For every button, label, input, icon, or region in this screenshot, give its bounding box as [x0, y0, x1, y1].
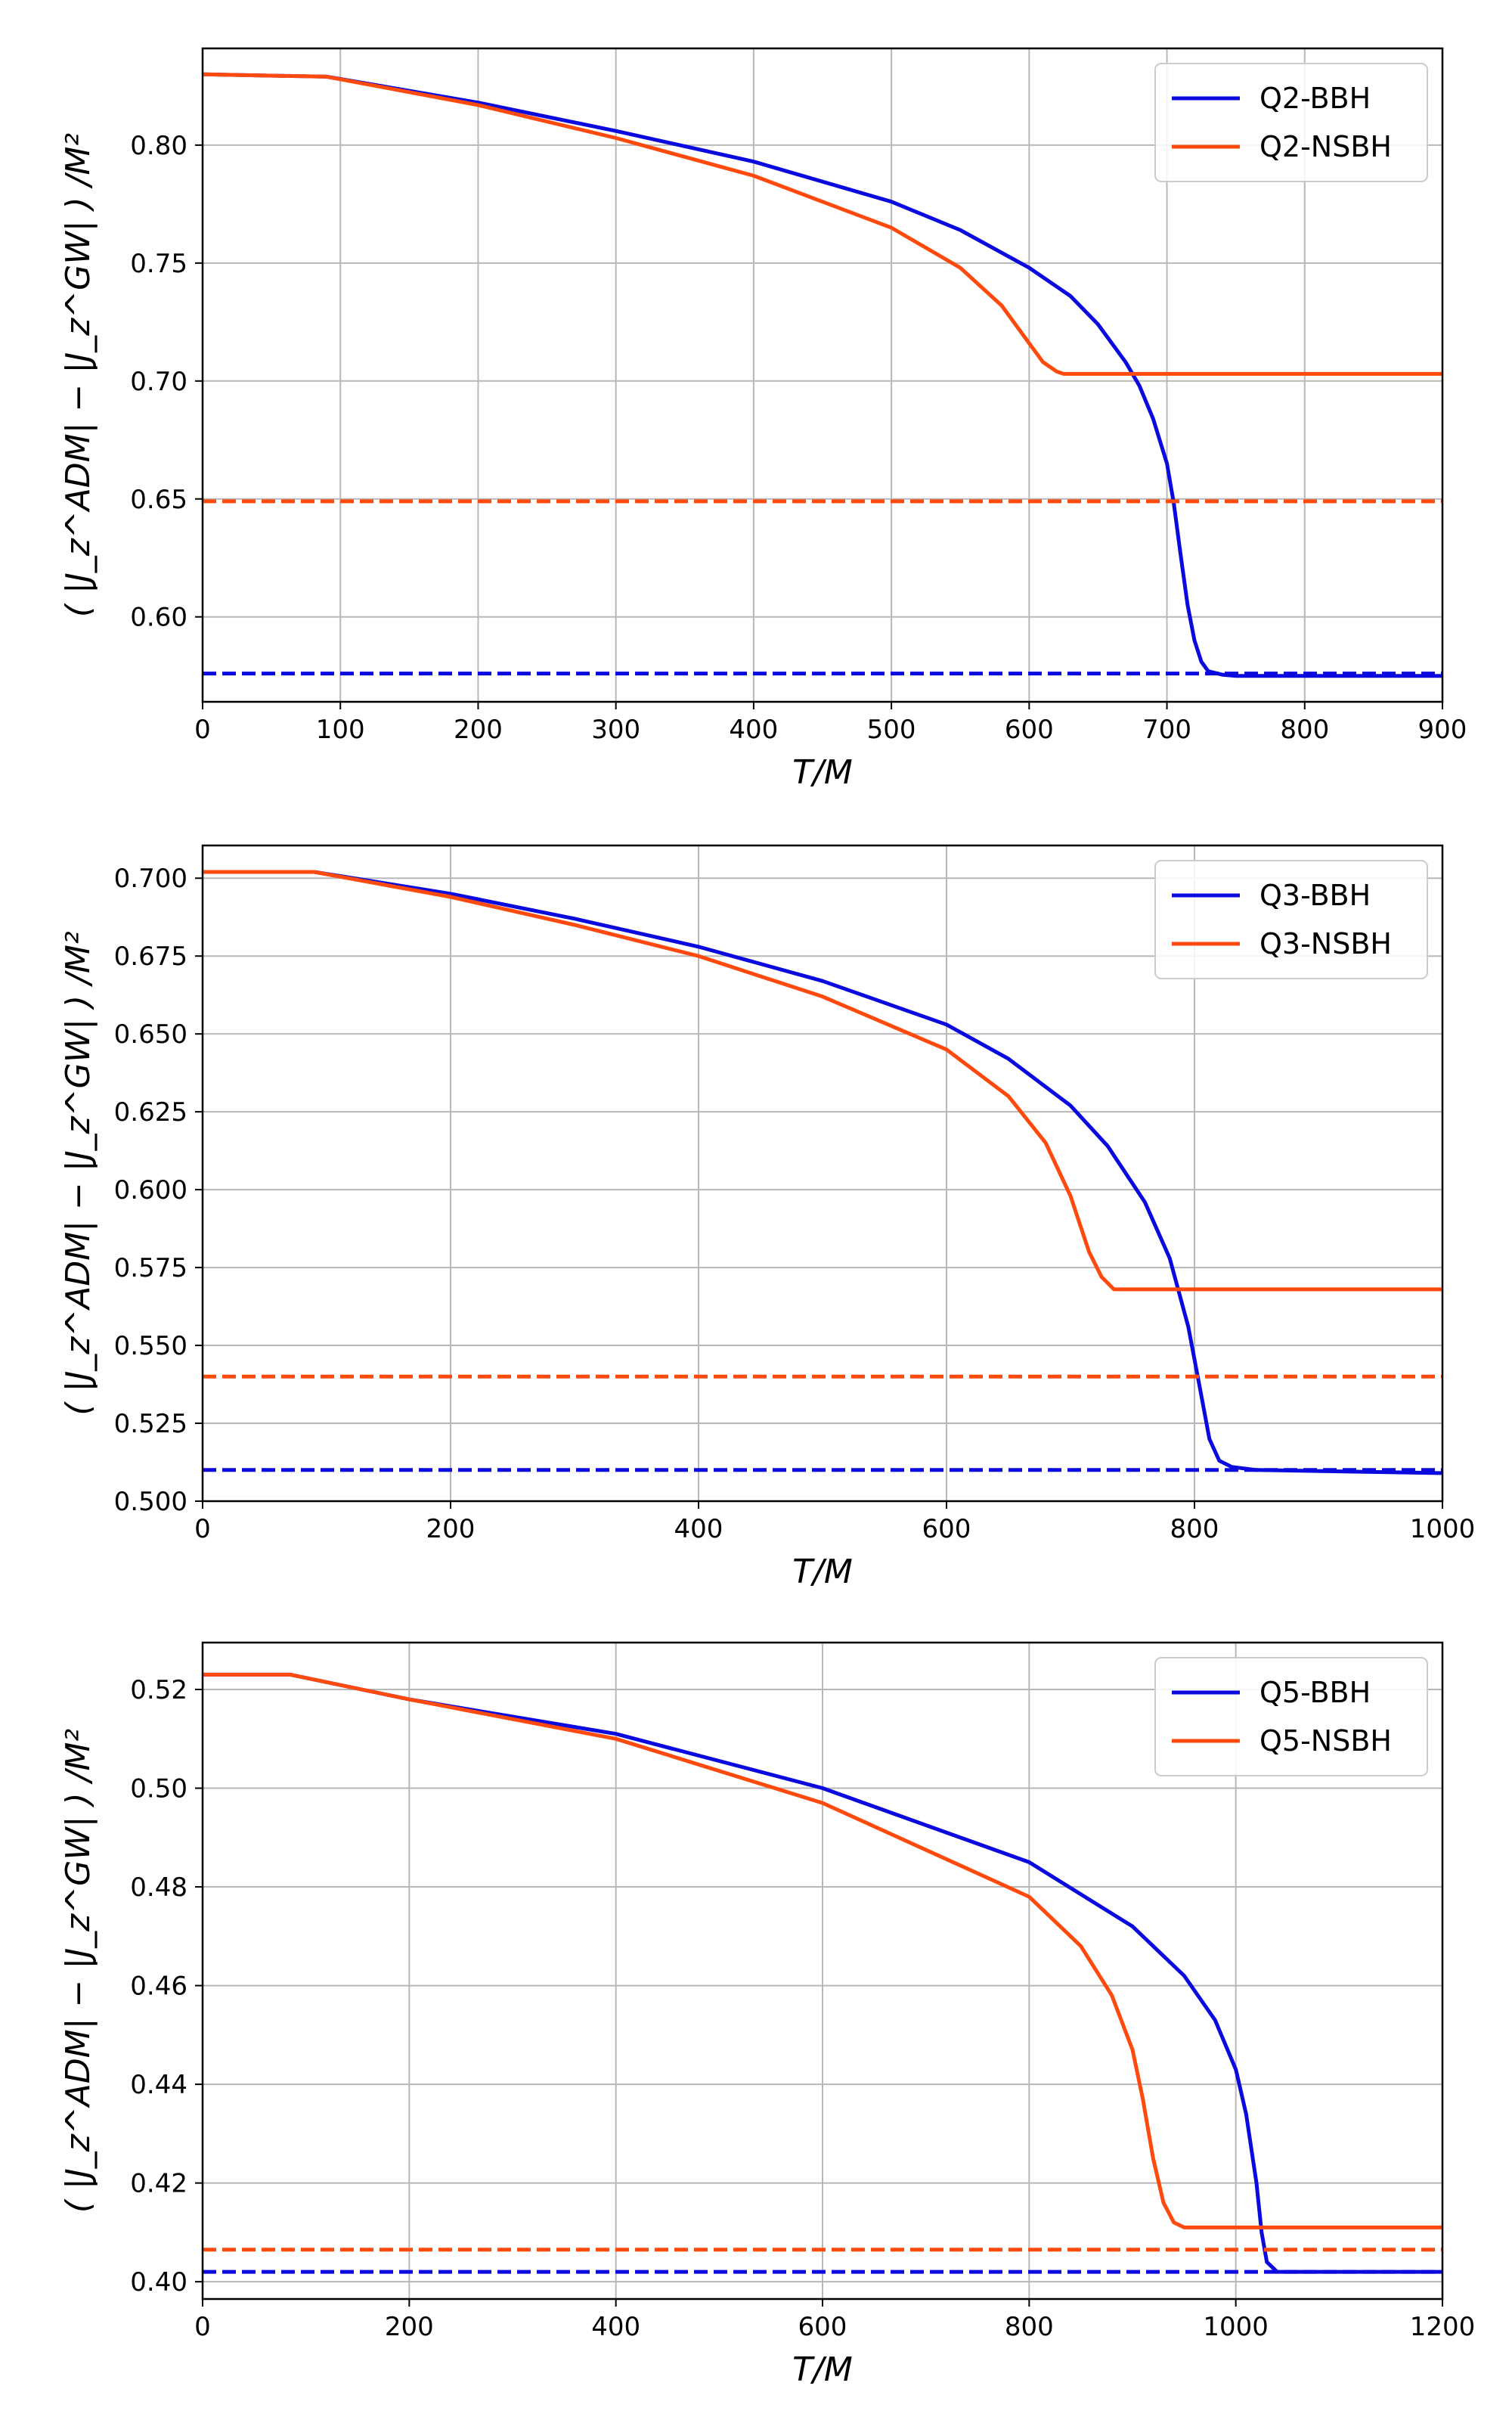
y-tick-label: 0.700: [114, 864, 187, 894]
x-tick-label: 700: [1142, 715, 1191, 745]
x-tick-label: 100: [316, 715, 365, 745]
plot-frame: [201, 47, 1444, 703]
x-tick-label: 200: [454, 715, 503, 745]
y-tick-label: 0.60: [130, 603, 187, 633]
x-tick-label: 400: [674, 1514, 723, 1544]
x-tick-label: 1000: [1203, 2312, 1269, 2342]
legend-label: Q5-NSBH: [1259, 1724, 1392, 1758]
plot-frame: [201, 1641, 1444, 2301]
legend-label: Q5-BBH: [1259, 1676, 1371, 1709]
x-tick-label: 1200: [1410, 2312, 1476, 2342]
y-tick-label: 0.65: [130, 485, 187, 515]
series-q5-bbh: [203, 1672, 1442, 2274]
y-axis-label: ( |J_z^ADM| − |J_z^GW| ) /M²: [59, 931, 98, 1415]
x-tick-label: 200: [426, 1514, 476, 1544]
legend-label: Q3-NSBH: [1259, 927, 1392, 960]
series-q3-bbh: [203, 870, 1442, 1475]
legend-box: [1154, 860, 1428, 979]
series-q3-nsbh: [203, 870, 1442, 1292]
x-tick-label: 300: [591, 715, 640, 745]
series-q2-bbh: [203, 72, 1442, 678]
y-tick-label: 0.46: [130, 1972, 187, 2002]
y-tick-label: 0.50: [130, 1774, 187, 1804]
legend: Q3-BBH Q3-NSBH: [1154, 860, 1428, 979]
legend-label: Q3-BBH: [1259, 879, 1371, 912]
y-tick-label: 0.550: [114, 1331, 187, 1361]
x-tick-label: 200: [385, 2312, 434, 2342]
chart-panel-3: 0 200 400 600 800 1000 1200 0.40 0.42 0.44 0.46 0.4…: [59, 1641, 1476, 2389]
chart-panel-2: 0 200 400 600 800 1000 0.500 0.525 0.550 0.575 0.6…: [59, 844, 1476, 1591]
y-tick-label: 0.650: [114, 1019, 187, 1050]
x-tick-label: 400: [729, 715, 778, 745]
y-tick-label: 0.500: [114, 1487, 187, 1517]
legend-label: Q2-NSBH: [1259, 130, 1392, 163]
legend-box: [1154, 63, 1428, 182]
x-tick-label: 0: [194, 1514, 211, 1544]
x-tick-label: 1000: [1410, 1514, 1476, 1544]
x-tick-label: 0: [194, 715, 211, 745]
y-tick-label: 0.525: [114, 1409, 187, 1439]
y-tick-label: 0.42: [130, 2169, 187, 2199]
x-axis-label: T/M: [792, 1553, 853, 1591]
x-tick-label: 600: [922, 1514, 971, 1544]
y-axis-label: ( |J_z^ADM| − |J_z^GW| ) /M²: [59, 133, 98, 617]
x-tick-label: 800: [1005, 2312, 1054, 2342]
x-tick-label: 800: [1280, 715, 1329, 745]
y-tick-label: 0.575: [114, 1253, 187, 1283]
legend-box: [1154, 1657, 1428, 1776]
x-axis-label: T/M: [792, 753, 853, 792]
x-tick-label: 500: [867, 715, 916, 745]
legend-label: Q2-BBH: [1259, 82, 1371, 115]
x-tick-label: 800: [1170, 1514, 1219, 1544]
x-tick-label: 600: [798, 2312, 847, 2342]
y-tick-label: 0.80: [130, 131, 187, 161]
y-tick-label: 0.675: [114, 942, 187, 972]
legend: Q5-BBH Q5-NSBH: [1154, 1657, 1428, 1776]
y-tick-label: 0.44: [130, 2070, 187, 2100]
x-tick-label: 900: [1418, 715, 1467, 745]
y-axis-label: ( |J_z^ADM| − |J_z^GW| ) /M²: [59, 1729, 98, 2213]
y-tick-label: 0.600: [114, 1175, 187, 1205]
series-q2-nsbh: [203, 72, 1442, 376]
y-tick-label: 0.70: [130, 367, 187, 397]
y-tick-label: 0.52: [130, 1675, 187, 1705]
chart-panel-1: 0 100 200 300 400 500 600 700 800 900 0.60 0.65 0.70…: [59, 47, 1467, 792]
x-axis-label: T/M: [792, 2350, 853, 2389]
x-tick-label: 600: [1005, 715, 1054, 745]
series-q5-nsbh: [203, 1672, 1442, 2229]
y-tick-label: 0.75: [130, 249, 187, 279]
legend: Q2-BBH Q2-NSBH: [1154, 63, 1428, 182]
y-tick-label: 0.40: [130, 2267, 187, 2297]
x-tick-label: 0: [194, 2312, 211, 2342]
x-tick-label: 400: [591, 2312, 640, 2342]
y-tick-label: 0.48: [130, 1872, 187, 1903]
y-tick-label: 0.625: [114, 1097, 187, 1128]
plot-frame: [201, 844, 1444, 1503]
